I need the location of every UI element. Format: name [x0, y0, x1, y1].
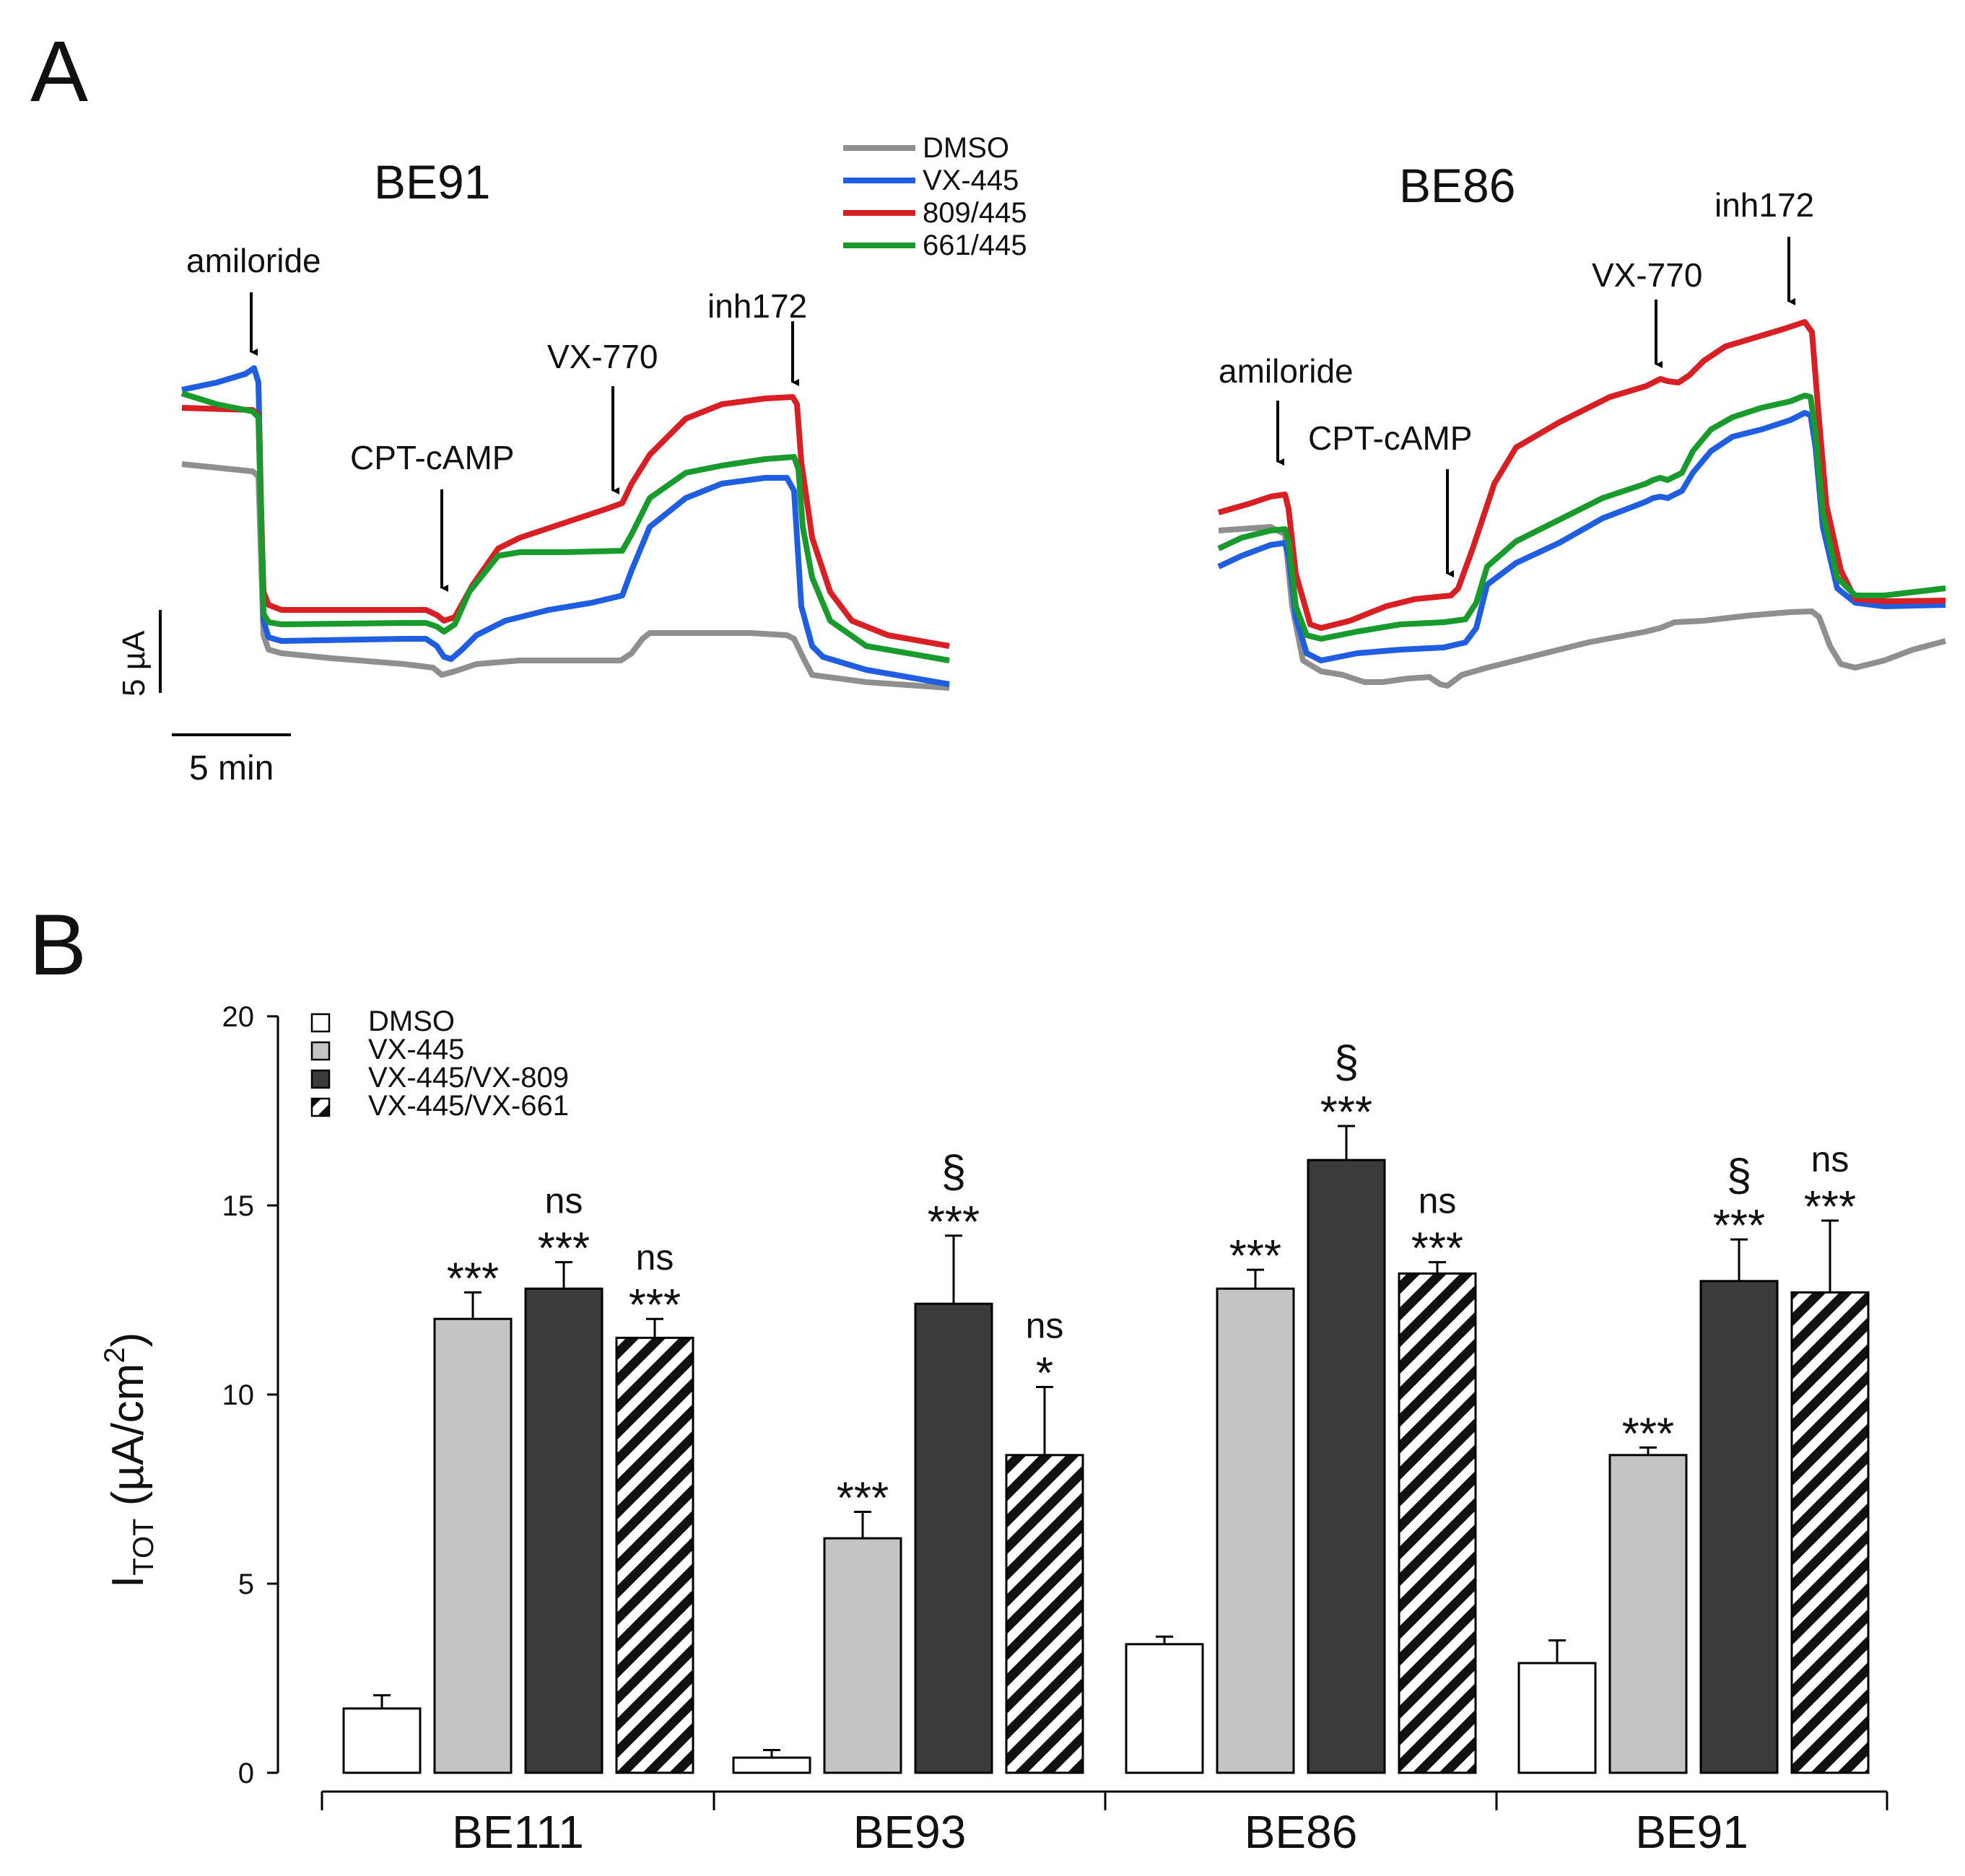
- significance-label: §: [1334, 1037, 1359, 1087]
- significance-label: ***: [1320, 1088, 1372, 1138]
- bars: ***************ns ***§***§***§***ns*ns***…: [342, 1037, 1870, 1774]
- bar: [1125, 1643, 1204, 1774]
- trace-be86-title: BE86: [1399, 159, 1515, 212]
- legend-label-809-445: 809/445: [923, 197, 1027, 229]
- x-category-label: BE91: [1635, 1806, 1748, 1858]
- trace-be91: BE91 amiloride CPT-cAMP VX-770 inh172 5 …: [116, 155, 950, 788]
- panel-a-label: A: [30, 23, 88, 120]
- bar: [1216, 1287, 1295, 1774]
- legend-label-vx445-vx661: VX-445/VX-661: [368, 1090, 569, 1122]
- bar: [1307, 1159, 1386, 1774]
- bar: [1790, 1291, 1870, 1774]
- significance-label: ***: [1713, 1201, 1765, 1251]
- current-scale-label: 5 µA: [116, 630, 152, 697]
- bar-legend: DMSO VX-445 VX-445/VX-809 VX-445/VX-661: [310, 1005, 569, 1122]
- trace-be91-vx445: [181, 365, 950, 687]
- bar: [1398, 1272, 1477, 1774]
- x-category-label: BE86: [1245, 1806, 1358, 1858]
- trace-be91-809: [181, 394, 950, 649]
- panel-b-label: B: [29, 896, 87, 993]
- significance-label: ***: [837, 1473, 889, 1523]
- significance-label: ***: [538, 1224, 590, 1274]
- y-axis-label: ITOT (µA/cm2): [99, 1332, 160, 1588]
- y-axis-label-units: (µA/cm: [103, 1364, 153, 1519]
- significance-label: ***: [629, 1281, 681, 1330]
- bar: [433, 1317, 513, 1774]
- y-axis-label-sup: 2: [99, 1347, 131, 1363]
- y-axis-label-close: ): [103, 1332, 153, 1348]
- y-axis-label-main: I: [103, 1576, 153, 1588]
- y-axis-ticks: 0 5 10 15 20: [222, 1001, 278, 1789]
- trace-be86-dmso: [1218, 524, 1947, 689]
- bar: [1005, 1454, 1084, 1774]
- x-category-label: BE93: [853, 1806, 967, 1858]
- significance-label: ns: [636, 1237, 674, 1278]
- x-category-label: BE111: [452, 1806, 584, 1858]
- trace-be86: BE86 amiloride CPT-cAMP VX-770 inh172: [1217, 159, 1947, 689]
- trace-be86-809: [1217, 319, 1946, 631]
- legend-label-vx445: VX-445: [923, 165, 1019, 196]
- legend-swatch-dmso: [310, 1013, 331, 1033]
- be86-cptcamp-label: CPT-cAMP: [1308, 419, 1472, 457]
- bar: [1517, 1662, 1597, 1774]
- be91-vx770-label: VX-770: [547, 338, 658, 375]
- bar: [914, 1302, 993, 1774]
- significance-label: ***: [447, 1255, 499, 1304]
- legend-swatch-vx445: [310, 1041, 331, 1061]
- y-tick-label: 0: [238, 1758, 254, 1789]
- significance-label: ns: [1419, 1181, 1457, 1221]
- bar: [1608, 1454, 1688, 1774]
- bar: [1699, 1280, 1779, 1774]
- significance-label: ns: [545, 1181, 583, 1221]
- y-tick-label: 10: [222, 1379, 255, 1411]
- legend-swatch-vx445-vx809: [310, 1069, 331, 1089]
- be86-inh172-label: inh172: [1715, 186, 1814, 224]
- panel-a: A DMSO VX-445 809/445 661/445 BE91 amilo…: [30, 23, 1947, 788]
- significance-label: §: [1727, 1151, 1751, 1200]
- significance-label: ***: [928, 1197, 980, 1247]
- trace-be91-661: [180, 391, 950, 663]
- y-tick-label: 5: [238, 1569, 254, 1600]
- legend-label-dmso: DMSO: [923, 132, 1009, 164]
- x-axis: BE111 BE93 BE86 BE91: [321, 1790, 1888, 1858]
- y-tick-label: 20: [222, 1001, 255, 1033]
- trace-be86-661: [1217, 393, 1946, 642]
- bar: [823, 1537, 902, 1774]
- bar: [342, 1707, 422, 1774]
- y-tick-label: 15: [222, 1190, 255, 1222]
- trace-be91-dmso: [181, 461, 950, 691]
- be91-cptcamp-label: CPT-cAMP: [350, 439, 514, 476]
- legend-label-661-445: 661/445: [923, 230, 1027, 261]
- bar: [524, 1287, 604, 1774]
- bar: [615, 1336, 694, 1774]
- bar: [732, 1756, 811, 1774]
- significance-label: §: [941, 1147, 966, 1197]
- legend-label-vx445-bar: VX-445: [368, 1034, 464, 1065]
- legend-label-dmso-bar: DMSO: [368, 1005, 455, 1037]
- legend-label-vx445-vx809: VX-445/VX-809: [368, 1062, 569, 1094]
- legend-swatch-vx445-vx661: [310, 1097, 331, 1117]
- significance-label: ***: [1229, 1231, 1281, 1281]
- be86-vx770-label: VX-770: [1592, 256, 1702, 294]
- be91-inh172-label: inh172: [707, 287, 807, 325]
- significance-label: ***: [1804, 1182, 1856, 1232]
- significance-label: ***: [1411, 1224, 1463, 1274]
- time-scale-label: 5 min: [189, 749, 274, 788]
- trace-legend: DMSO VX-445 809/445 661/445: [843, 132, 1027, 261]
- significance-label: *: [1036, 1349, 1053, 1399]
- significance-label: ns: [1026, 1306, 1064, 1346]
- be91-amiloride-label: amiloride: [186, 242, 321, 279]
- y-axis-label-sub: TOT: [128, 1519, 160, 1576]
- be86-amiloride-label: amiloride: [1219, 352, 1354, 390]
- significance-label: ***: [1622, 1409, 1674, 1459]
- significance-label: ns: [1811, 1139, 1849, 1179]
- trace-be91-title: BE91: [374, 155, 490, 209]
